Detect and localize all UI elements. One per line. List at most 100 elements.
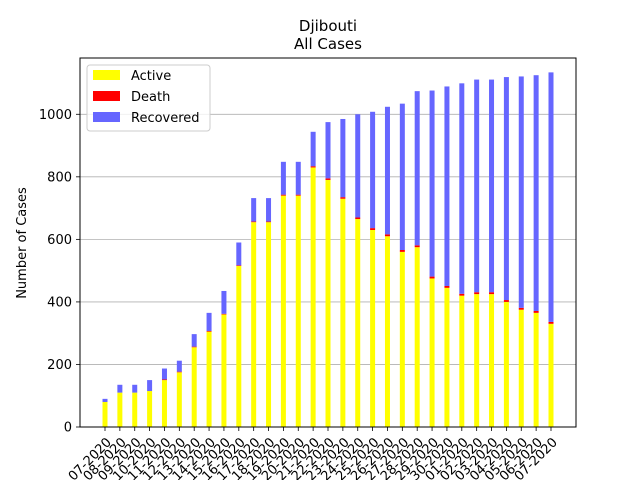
bar-active	[117, 392, 123, 427]
bar-active	[280, 195, 286, 427]
bar-active	[355, 219, 361, 427]
bar-death	[340, 197, 346, 199]
bar-active	[191, 347, 197, 427]
bar-recovered	[503, 77, 509, 301]
y-axis-ticks: 0 200 400 600 800 1000	[39, 108, 80, 436]
chart-subtitle: All Cases	[294, 35, 362, 53]
legend-swatch-death	[93, 91, 120, 101]
bar-death	[429, 276, 435, 279]
bar-recovered	[474, 79, 480, 293]
bar-recovered	[117, 384, 123, 393]
bar-active	[147, 391, 153, 427]
bar-active	[266, 222, 272, 427]
bar-active	[459, 295, 465, 427]
bar-death	[310, 166, 316, 168]
bar-death	[444, 285, 450, 288]
bar-death	[399, 250, 405, 252]
bar-death	[533, 310, 539, 313]
bar-death	[266, 221, 272, 223]
bar-death	[161, 379, 167, 381]
bar-active	[548, 323, 554, 427]
bar-recovered	[414, 91, 420, 246]
bar-death	[191, 346, 197, 348]
bars	[102, 72, 554, 427]
bar-recovered	[355, 114, 361, 218]
bar-death	[474, 292, 480, 295]
bar-death	[221, 313, 227, 315]
bar-active	[206, 331, 212, 427]
legend-items: Active Death Recovered	[93, 69, 200, 126]
y-tick-label: 400	[47, 295, 72, 310]
bar-active	[474, 294, 480, 427]
bar-recovered	[370, 111, 376, 229]
bar-recovered	[429, 90, 435, 277]
legend-swatch-active	[93, 70, 120, 80]
bar-active	[518, 309, 524, 427]
bar-death	[518, 307, 524, 310]
bar-death	[325, 178, 331, 180]
bar-recovered	[176, 360, 182, 372]
legend-label-recovered: Recovered	[131, 111, 200, 126]
bar-active	[176, 372, 182, 427]
bar-recovered	[251, 198, 257, 222]
bar-death	[236, 265, 242, 266]
bar-active	[489, 294, 495, 427]
bar-recovered	[161, 368, 167, 380]
bar-active	[221, 314, 227, 427]
bar-active	[533, 312, 539, 427]
bar-recovered	[489, 79, 495, 293]
bar-active	[236, 265, 242, 427]
bar-recovered	[206, 312, 212, 331]
bar-recovered	[399, 103, 405, 251]
bar-recovered	[236, 242, 242, 266]
bar-death	[295, 194, 301, 196]
bar-active	[132, 392, 138, 427]
bar-recovered	[280, 161, 286, 195]
y-tick-label: 0	[64, 421, 72, 436]
bar-recovered	[325, 122, 331, 179]
bar-death	[280, 194, 286, 196]
bar-death	[503, 300, 509, 302]
legend-label-active: Active	[131, 69, 171, 84]
y-axis-label: Number of Cases	[15, 187, 30, 299]
bar-active	[161, 380, 167, 427]
legend-swatch-recovered	[93, 112, 120, 122]
bar-death	[355, 217, 361, 220]
bar-recovered	[266, 198, 272, 222]
bar-recovered	[102, 398, 108, 402]
bar-active	[384, 236, 390, 427]
bar-active	[295, 195, 301, 427]
bar-death	[489, 292, 495, 295]
bar-death	[176, 371, 182, 373]
bar-death	[384, 234, 390, 237]
y-tick-label: 800	[47, 170, 72, 185]
bar-death	[251, 221, 257, 223]
bar-active	[503, 301, 509, 427]
bar-death	[206, 330, 212, 332]
bar-active	[340, 198, 346, 427]
y-tick-label: 200	[47, 358, 72, 373]
y-tick-label: 1000	[39, 108, 72, 123]
bar-death	[414, 245, 420, 248]
bar-active	[102, 401, 108, 427]
chart-title: Djibouti	[299, 17, 357, 35]
bar-recovered	[444, 86, 450, 286]
bar-recovered	[147, 380, 153, 392]
bar-recovered	[340, 118, 346, 198]
bar-active	[444, 287, 450, 427]
legend-label-death: Death	[131, 90, 170, 105]
bar-recovered	[533, 75, 539, 311]
bar-active	[370, 229, 376, 427]
bar-recovered	[548, 72, 554, 322]
y-tick-label: 600	[47, 233, 72, 248]
bar-death	[370, 228, 376, 230]
bar-active	[399, 251, 405, 427]
bar-recovered	[310, 131, 316, 167]
bar-active	[325, 179, 331, 427]
legend: Active Death Recovered	[86, 64, 211, 132]
bar-recovered	[221, 290, 227, 314]
bar-recovered	[132, 384, 138, 393]
bar-recovered	[191, 334, 197, 347]
